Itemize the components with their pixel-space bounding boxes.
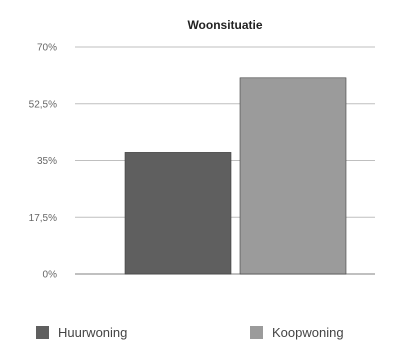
legend-swatch [250,326,263,339]
y-tick-label: 52,5% [29,99,57,110]
legend-label: Huurwoning [58,325,127,340]
legend: Huurwoning Koopwoning [36,325,344,340]
bar-koopwoning [239,77,347,275]
y-axis-ticks: 0% 17,5% 35% 52,5% 70% [29,43,57,281]
bars [124,77,347,275]
y-tick-label: 70% [37,43,57,54]
y-tick-label: 0% [43,270,58,281]
legend-label: Koopwoning [272,325,344,340]
y-tick-label: 17,5% [29,213,57,224]
bar-huurwoning [124,152,232,275]
legend-swatch [36,326,49,339]
y-tick-label: 35% [37,156,57,167]
chart-title: Woonsituatie [187,18,262,32]
